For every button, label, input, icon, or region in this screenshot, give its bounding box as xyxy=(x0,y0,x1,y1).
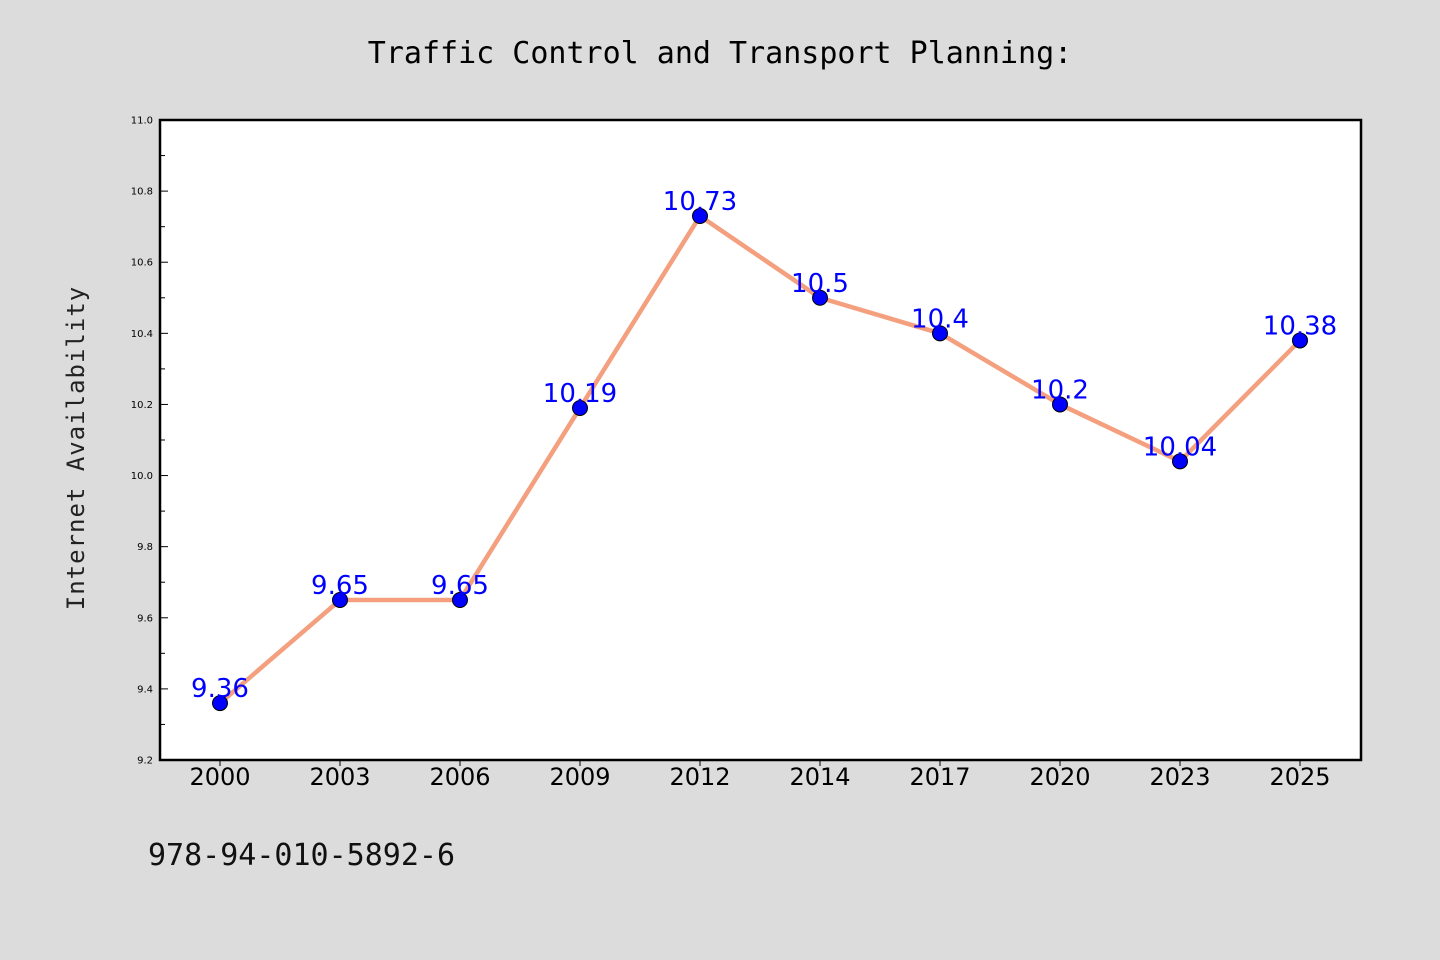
data-label: 10.2 xyxy=(1031,375,1089,405)
y-tick-label: 9.2 xyxy=(137,756,153,767)
x-tick-label: 2025 xyxy=(1269,763,1330,791)
series-layer xyxy=(212,208,1308,712)
y-tick-label: 10.2 xyxy=(131,400,153,411)
x-tick-label: 2017 xyxy=(909,763,970,791)
y-tick-label: 11.0 xyxy=(131,116,153,127)
data-point xyxy=(572,400,588,416)
data-point xyxy=(212,695,228,712)
y-tick-label: 10.4 xyxy=(131,329,153,340)
data-label: 10.04 xyxy=(1143,432,1217,462)
y-tick-label: 9.6 xyxy=(137,613,153,624)
x-tick-label: 2014 xyxy=(789,763,850,791)
data-label: 10.5 xyxy=(791,269,849,299)
data-label: 10.4 xyxy=(911,304,969,334)
series-line xyxy=(218,213,1302,705)
data-point xyxy=(452,592,468,608)
x-axis: 2000 2003 2006 2009 2012 2014 2017 2020 2023 2025 xyxy=(189,760,1331,791)
data-point xyxy=(692,208,708,224)
y-axis-label: Internet Availability xyxy=(62,286,90,610)
y-tick-label: 9.4 xyxy=(137,684,153,695)
data-point xyxy=(1052,396,1068,413)
x-tick-label: 2003 xyxy=(309,763,370,791)
data-label: 9.65 xyxy=(431,571,489,601)
data-point xyxy=(812,289,828,306)
x-tick-label: 2009 xyxy=(549,763,610,791)
x-tick-label: 2023 xyxy=(1149,763,1210,791)
footer-code: 978-94-010-5892-6 xyxy=(148,838,455,873)
data-label: 10.73 xyxy=(663,187,737,217)
plot-area xyxy=(158,118,1363,762)
y-tick-label: 9.8 xyxy=(137,542,153,553)
x-tick-label: 2020 xyxy=(1029,763,1090,791)
data-labels: 9.36 9.65 9.65 10.19 10.73 10.5 10.4 10.2 10.04 1… xyxy=(191,187,1337,704)
data-point xyxy=(1292,332,1308,349)
data-point xyxy=(332,592,348,608)
y-tick-label: 10.6 xyxy=(131,258,153,269)
y-tick-label: 10.8 xyxy=(131,187,153,198)
x-tick-label: 2012 xyxy=(669,763,730,791)
data-label: 10.19 xyxy=(543,379,617,409)
y-tick-label: 10.0 xyxy=(131,471,153,482)
x-tick-label: 2000 xyxy=(189,763,250,791)
data-point xyxy=(932,325,948,342)
data-label: 9.65 xyxy=(311,571,369,601)
data-label: 9.36 xyxy=(191,674,249,704)
data-label: 10.38 xyxy=(1263,311,1337,341)
y-axis: 9.2 9.4 9.6 9.8 10.0 10.2 10.4 10.6 10.8 11.0 xyxy=(131,116,168,767)
data-point xyxy=(1172,453,1188,470)
chart-title: Traffic Control and Transport Planning: xyxy=(368,36,1072,71)
x-tick-label: 2006 xyxy=(429,763,490,791)
